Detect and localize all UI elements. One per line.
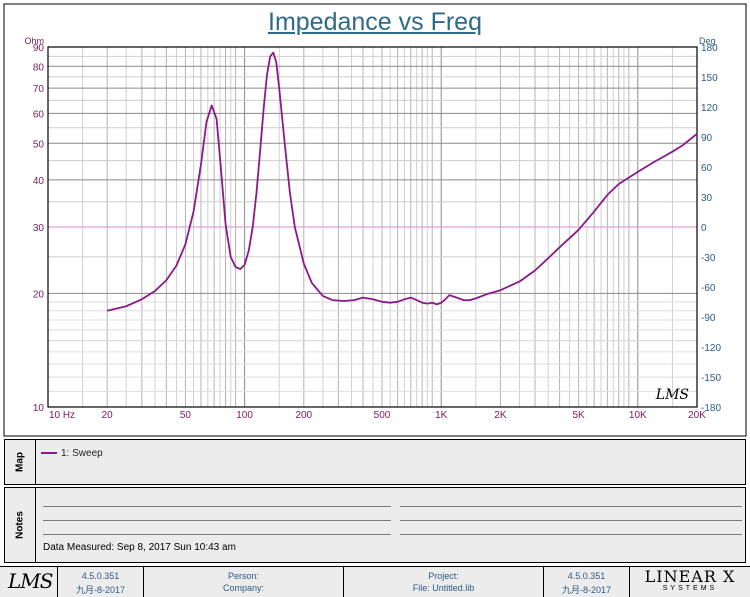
y-tick-label: 50: [33, 139, 45, 150]
linearx-logo: LINEAR X SYSTEMS: [633, 568, 747, 596]
legend-entry-sweep[interactable]: 1: Sweep: [41, 448, 103, 459]
legend-swatch: [41, 452, 57, 455]
notes-line[interactable]: [400, 520, 742, 521]
version-left: 4.5.0.351: [81, 571, 120, 581]
footer-bar: LMS 4.5.0.351 九月-8-2017 Person: Company:…: [0, 566, 750, 597]
map-panel: Map 1: Sweep: [4, 439, 746, 485]
y2-tick-label: 60: [701, 163, 713, 174]
y2-tick-label: -90: [701, 313, 716, 324]
map-label: Map: [14, 452, 26, 472]
x-tick-label: 500: [374, 410, 391, 421]
y-tick-label: 30: [33, 223, 45, 234]
y2-tick-label: 30: [701, 193, 713, 204]
x-tick-label: 200: [295, 410, 312, 421]
project-label: Project:: [428, 571, 459, 581]
lms-logo: LMS: [8, 569, 53, 593]
map-side-label: Map: [5, 440, 36, 484]
file-label: File: Untitled.lib: [412, 583, 475, 593]
y-tick-label: 80: [33, 62, 45, 73]
x-tick-label: 50: [180, 410, 192, 421]
x-tick-label: 10K: [629, 410, 647, 421]
y2-tick-label: 0: [701, 223, 707, 234]
y-tick-label: 70: [33, 84, 45, 95]
notes-line[interactable]: [43, 506, 391, 507]
y-unit-label: Ohm: [24, 36, 44, 46]
x-tick-label: 20K: [688, 410, 706, 421]
person-label: Person:: [227, 571, 260, 581]
y-tick-label: 90: [33, 43, 45, 54]
legend-text: 1: Sweep: [61, 448, 103, 459]
date-right: 九月-8-2017: [561, 585, 612, 595]
notes-line[interactable]: [400, 506, 742, 507]
y2-tick-label: 90: [701, 133, 713, 144]
footer-project-cell: Project: File: Untitled.lib: [344, 567, 544, 597]
plot-border: [47, 46, 698, 408]
series-line: [106, 51, 698, 312]
y2-unit-label: Deg: [699, 36, 716, 46]
x-tick-label: 2K: [494, 410, 507, 421]
x-tick-label: 5K: [573, 410, 586, 421]
x-tick-label: 1K: [435, 410, 448, 421]
version-right: 4.5.0.351: [567, 571, 606, 581]
y2-tick-label: 150: [701, 73, 718, 84]
linearx-logo-subtext: SYSTEMS: [662, 585, 718, 592]
x-tick-label: 100: [236, 410, 253, 421]
date-measured: Data Measured: Sep 8, 2017 Sun 10:43 am: [43, 542, 236, 553]
y-tick-label: 10: [33, 403, 45, 414]
y-tick-label: 40: [33, 176, 45, 187]
date-left: 九月-8-2017: [75, 585, 126, 595]
notes-panel: Notes Data Measured: Sep 8, 2017 Sun 10:…: [4, 487, 746, 563]
company-label: Company:: [222, 583, 265, 593]
notes-label: Notes: [14, 511, 26, 539]
chart-panel-border: [3, 3, 747, 437]
y-tick-label: 20: [33, 289, 45, 300]
notes-side-label: Notes: [5, 488, 36, 562]
footer-version-right: 4.5.0.351 九月-8-2017: [544, 567, 630, 597]
x-tick-label: 10 Hz: [49, 410, 75, 421]
impedance-chart: 10 Hz 20 50 100 200 500 1K 2K 5K 10K 20K1020304050…: [3, 3, 747, 437]
y-tick-label: 60: [33, 109, 45, 120]
y2-tick-label: -180: [701, 403, 721, 414]
y2-tick-label: -120: [701, 343, 721, 354]
y2-tick-label: 180: [701, 43, 718, 54]
x-tick-label: 20: [102, 410, 114, 421]
footer-logo-cell: LMS: [0, 567, 58, 597]
y2-tick-label: -150: [701, 373, 721, 384]
y2-tick-label: -30: [701, 253, 716, 264]
footer-person-cell: Person: Company:: [144, 567, 344, 597]
y2-tick-label: 120: [701, 103, 718, 114]
notes-line[interactable]: [400, 534, 742, 535]
lms-watermark: LMS: [655, 387, 689, 403]
notes-line[interactable]: [43, 520, 391, 521]
footer-version-left: 4.5.0.351 九月-8-2017: [58, 567, 144, 597]
chart-title: Impedance vs Freq: [268, 8, 482, 36]
y2-tick-label: -60: [701, 283, 716, 294]
notes-line[interactable]: [43, 534, 391, 535]
linearx-logo-text: LINEAR X: [644, 567, 736, 586]
